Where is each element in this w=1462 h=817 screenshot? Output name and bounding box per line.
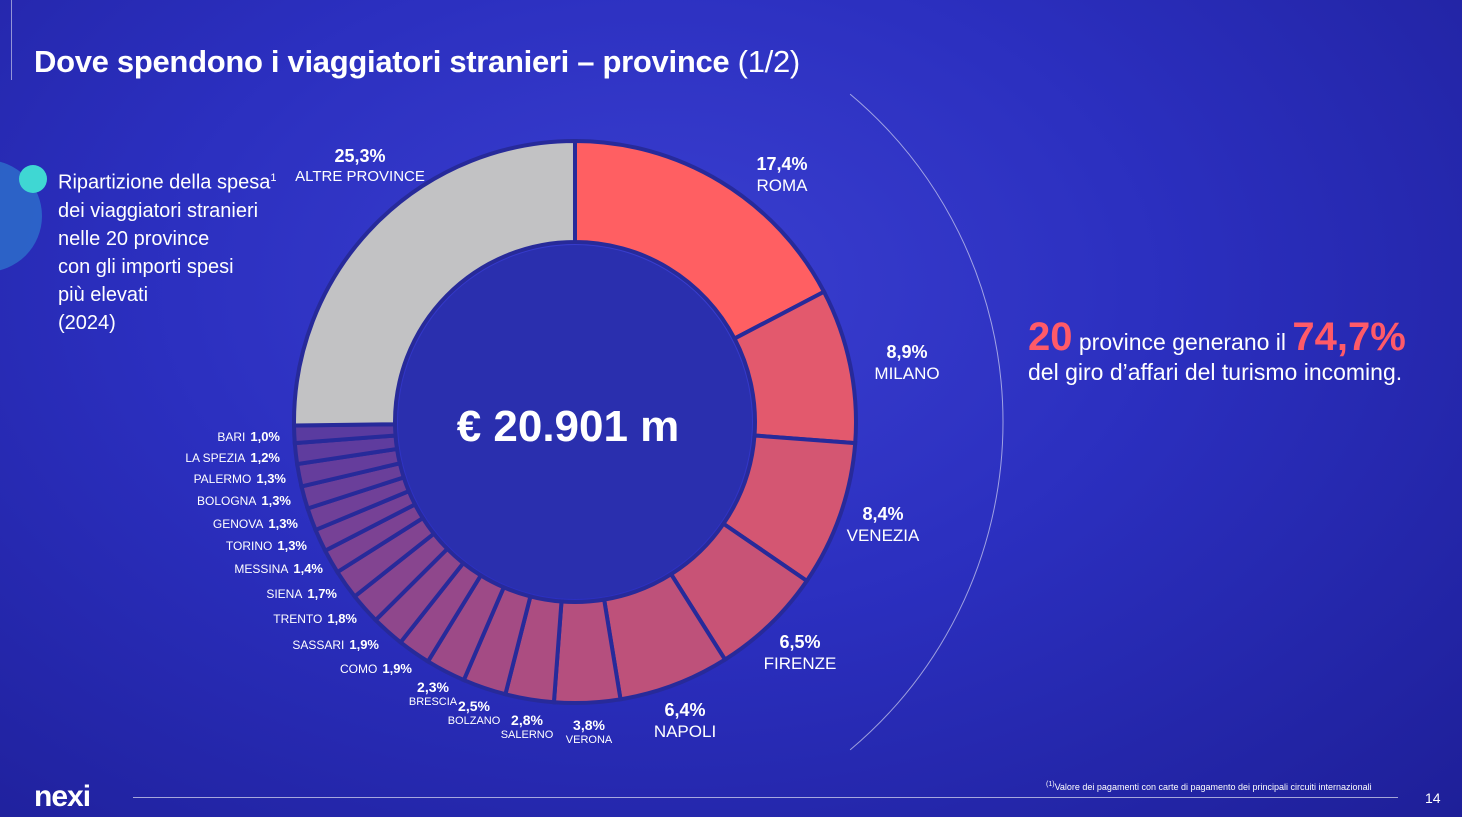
slice-value: 1,3% (277, 538, 307, 553)
slice-name: BOLZANO (447, 715, 501, 727)
slice-value: 1,8% (327, 611, 357, 626)
decorative-arc (849, 93, 1004, 751)
slice-value: 2,3% (417, 679, 449, 695)
slice-value: 6,4% (664, 700, 706, 720)
slice-value: 6,5% (779, 632, 821, 652)
slice-name: MILANO (874, 364, 940, 383)
slice-value: 2,8% (511, 712, 543, 728)
label-napoli: 6,4% NAPOLI (654, 701, 716, 740)
slice-altre-province (292, 138, 577, 428)
chart-description: Ripartizione della spesa1 dei viaggiator… (58, 171, 277, 334)
slice-name: ROMA (756, 176, 808, 195)
slice-name: BRESCIA (408, 696, 458, 708)
label-milano: 8,9% MILANO (874, 343, 939, 382)
label-trento: TRENTO 1,8% (273, 611, 357, 626)
label-bologna: BOLOGNA 1,3% (197, 493, 291, 508)
page-title: Dove spendono i viaggiatori stranieri – … (34, 44, 800, 79)
highlight-text: 20 province generano il 74,7% del giro d… (1028, 315, 1406, 385)
slice-value: 1,3% (261, 493, 291, 508)
footnote: (1)Valore dei pagamenti con carte di pag… (1046, 781, 1372, 792)
slice-name: VENEZIA (846, 526, 920, 545)
slice-name: FIRENZE (763, 654, 837, 673)
slice-value: 8,9% (886, 342, 928, 362)
label-roma: 17,4% ROMA (756, 155, 807, 194)
slice-name: TRENTO (273, 612, 323, 626)
slice-name: ALTRE PROVINCE (295, 168, 425, 185)
slice-value: 1,2% (250, 450, 280, 465)
slice-name: PALERMO (193, 472, 252, 486)
label-venezia: 8,4% VENEZIA (847, 505, 920, 544)
label-messina: MESSINA 1,4% (234, 561, 323, 576)
center-total: € 20.901 m (456, 402, 680, 451)
slice-value: 17,4% (756, 154, 808, 174)
slice-name: SIENA (266, 587, 303, 601)
title-accent-line (11, 0, 12, 80)
nexi-logo: nexi (34, 780, 91, 813)
donut-center (398, 245, 752, 599)
slice-value: 1,9% (349, 637, 379, 652)
slice-name: GENOVA (212, 517, 264, 531)
label-bari: BARI 1,0% (217, 429, 280, 444)
label-salerno: 2,8% SALERNO (501, 713, 554, 741)
label-altre-province: 25,3% ALTRE PROVINCE (295, 147, 425, 184)
slice-name: VERONA (565, 734, 613, 746)
slice-value: 1,9% (382, 661, 412, 676)
label-bolzano: 2,5% BOLZANO (448, 699, 501, 727)
label-la-spezia: LA SPEZIA 1,2% (185, 450, 280, 465)
slice-value: 8,4% (862, 504, 904, 524)
slice-name: TORINO (225, 539, 273, 553)
slice-name: SALERNO (500, 729, 554, 741)
slice-value: 1,0% (250, 429, 280, 444)
slice-name: BARI (217, 430, 246, 444)
slice-value: 25,3% (334, 146, 386, 166)
label-torino: TORINO 1,3% (226, 538, 307, 553)
footer-divider (133, 797, 1398, 798)
slice-value: 1,3% (268, 516, 298, 531)
label-genova: GENOVA 1,3% (213, 516, 298, 531)
label-firenze: 6,5% FIRENZE (764, 633, 837, 672)
slice-name: MESSINA (234, 562, 289, 576)
slice-name: BOLOGNA (197, 494, 257, 508)
slice-value: 1,7% (307, 586, 337, 601)
label-como: COMO 1,9% (340, 661, 412, 676)
slice-value: 1,3% (256, 471, 286, 486)
slice-name: NAPOLI (653, 722, 717, 741)
slice-value: 2,5% (458, 698, 490, 714)
label-brescia: 2,3% BRESCIA (409, 680, 457, 708)
label-sassari: SASSARI 1,9% (292, 637, 379, 652)
slice-name: COMO (340, 662, 378, 676)
bullet-dot-icon (19, 165, 47, 193)
slice-name: SASSARI (292, 638, 345, 652)
slice-name: LA SPEZIA (185, 451, 246, 465)
slice-value: 1,4% (293, 561, 323, 576)
slice-value: 3,8% (573, 717, 605, 733)
page-number: 14 (1425, 790, 1441, 806)
label-verona: 3,8% VERONA (566, 718, 612, 746)
label-siena: SIENA 1,7% (266, 586, 337, 601)
label-palermo: PALERMO 1,3% (194, 471, 286, 486)
